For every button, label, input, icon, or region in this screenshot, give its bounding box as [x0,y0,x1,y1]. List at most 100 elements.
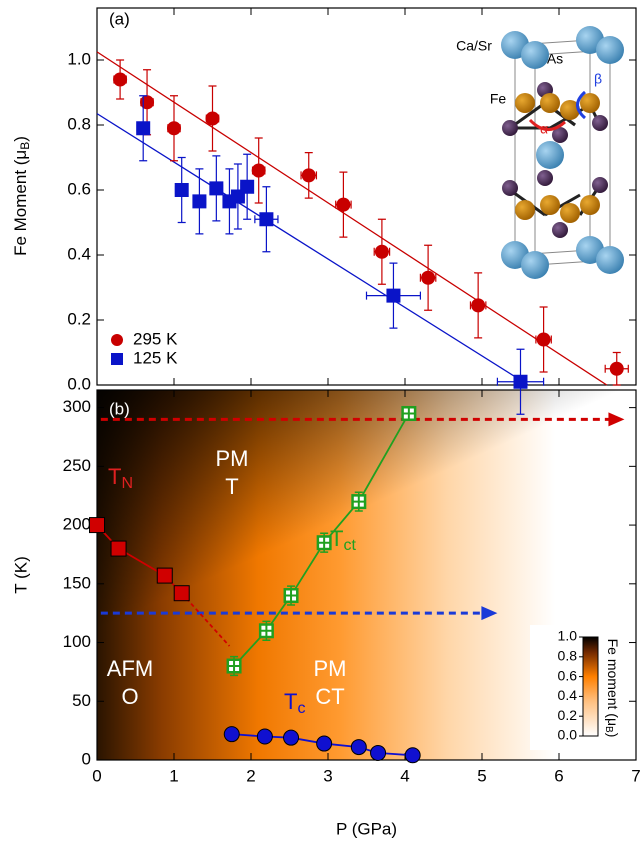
colorbar-box [530,625,628,750]
region-label: T [225,474,238,499]
series-label: Tct [330,526,356,554]
colorbar-tick-label: 1.0 [558,628,578,644]
colorbar [582,636,599,737]
fit-line [96,113,529,386]
series-label-main: T [108,464,121,489]
data-point [89,517,105,534]
data-point [609,361,624,376]
crystal-structure [501,26,624,279]
colorbar-tick-label: 0.6 [558,667,578,683]
plot-frame [96,389,637,761]
series-label-sub: N [121,475,133,492]
series-label-main: T [330,526,343,551]
inset-label: As [547,51,563,67]
data-point [251,163,266,178]
data-point [240,179,255,194]
y-tick-label: 50 [72,691,91,710]
region-label: CT [315,684,344,709]
y-tick-label: 1.0 [67,49,91,68]
series-label: Tc [284,689,305,717]
data-point [471,298,486,313]
x-tick-label: 3 [323,766,332,785]
colorbar-label-part: B [603,726,614,733]
data-point [110,540,127,557]
data-point [404,747,421,764]
colorbar-tick-label: 0.4 [558,687,578,703]
colorbar-label-part: Fe moment (μ [605,639,621,726]
data-point [283,729,300,746]
x-tick-label: 6 [554,766,563,785]
x-axis-label: P (GPa) [336,819,397,838]
y-tick-label: 200 [63,515,91,534]
marker-detail [319,537,330,548]
region-label: PM [216,446,249,471]
y-tick-label: 300 [63,397,91,416]
region-label: PM [314,656,347,681]
data-point [136,121,151,136]
y-tick-label: 0 [82,749,91,768]
region-label: O [121,684,138,709]
inset-label: Fe [490,91,507,107]
extrapolation-line [181,592,231,647]
inset-label: α [540,121,548,137]
arrow-head [608,412,625,427]
marker-detail [261,625,272,636]
series-label: TN [108,464,133,492]
data-point [374,244,389,259]
colorbar-tick-label: 0.0 [558,727,578,743]
x-tick-label: 2 [246,766,255,785]
data-point [192,194,207,209]
x-tick-label: 7 [631,766,640,785]
marker-detail [403,408,414,419]
data-point [301,168,316,183]
x-tick-label: 4 [400,766,409,785]
legend-marker [111,334,123,346]
data-point [140,95,155,110]
legend-label: 125 K [133,348,178,367]
y-tick-label: 0.0 [67,374,91,393]
fit-line [96,51,608,386]
colorbar-tick-label: 0.2 [558,707,578,723]
data-point [336,197,351,212]
data-point [370,744,387,761]
data-point [350,739,367,756]
data-point [205,111,220,126]
plot-frame [96,7,637,386]
y-tick-label: 100 [63,632,91,651]
marker-detail [353,496,364,507]
data-point [316,735,333,752]
series-label-main: T [284,689,297,714]
data-point [421,270,436,285]
panel-label: (b) [109,399,130,418]
y-axis-label: T (K) [11,556,30,593]
y-tick-label: 0.4 [67,244,91,263]
x-tick-label: 0 [92,766,101,785]
x-tick-label: 1 [169,766,178,785]
colorbar-label: Fe moment (μB) [603,639,621,738]
inset-label: Ca/Sr [456,38,492,54]
region-label: AFM [107,656,153,681]
y-axis-label-part: Fe Moment (μ [11,150,30,256]
y-axis-label-part: B [18,142,32,150]
colorbar-tick-label: 0.8 [558,648,578,664]
y-tick-label: 0.6 [67,179,91,198]
data-point [256,728,273,745]
series-line [96,524,183,594]
data-point [174,183,189,197]
y-axis-label: Fe Moment (μB) [11,136,32,256]
data-point [113,72,128,87]
legend-label: 295 K [133,329,178,348]
legend-marker [111,353,123,365]
panel-label: (a) [109,9,130,28]
data-point [173,585,190,602]
data-point [223,726,240,743]
y-tick-label: 0.8 [67,114,91,133]
series-label-sub: c [297,700,305,717]
data-point [536,332,551,347]
data-point [156,567,173,584]
data-point [259,212,274,227]
x-tick-label: 5 [477,766,486,785]
data-point [386,288,401,303]
marker-detail [229,661,240,672]
